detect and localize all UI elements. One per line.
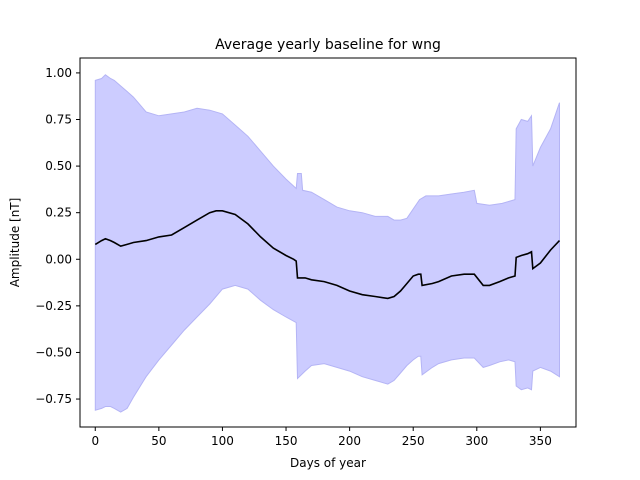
y-tick-label: 0.00 [45, 252, 72, 266]
mean-line [94, 210, 561, 300]
x-tick-label: 350 [529, 434, 552, 448]
x-axis-label: Days of year [290, 456, 366, 470]
y-tick-label: 1.00 [45, 66, 72, 80]
y-tick-label: −0.75 [35, 392, 72, 406]
y-tick-label: 0.25 [45, 206, 72, 220]
x-tick-label: 100 [211, 434, 234, 448]
x-tick-label: 200 [338, 434, 361, 448]
plot-area [94, 74, 561, 413]
uncertainty-band [94, 74, 560, 413]
x-tick-label: 50 [151, 434, 166, 448]
chart-title: Average yearly baseline for wng [215, 37, 441, 53]
y-tick-label: −0.50 [35, 345, 72, 359]
x-tick-label: 0 [91, 434, 99, 448]
x-tick-label: 250 [402, 434, 425, 448]
y-axis-label: Amplitude [nT] [8, 198, 22, 288]
x-tick-label: 150 [275, 434, 298, 448]
y-tick-label: 0.50 [45, 159, 72, 173]
plot-frame [79, 57, 577, 428]
y-tick-label: −0.25 [35, 299, 72, 313]
y-tick-label: 0.75 [45, 113, 72, 127]
x-axis-ticks: 0 50 100 150 200 250 300 350 [91, 427, 552, 448]
y-axis-ticks: −0.75 −0.50 −0.25 0.00 0.25 0.50 0.75 1.00 [35, 66, 80, 406]
x-tick-label: 300 [465, 434, 488, 448]
